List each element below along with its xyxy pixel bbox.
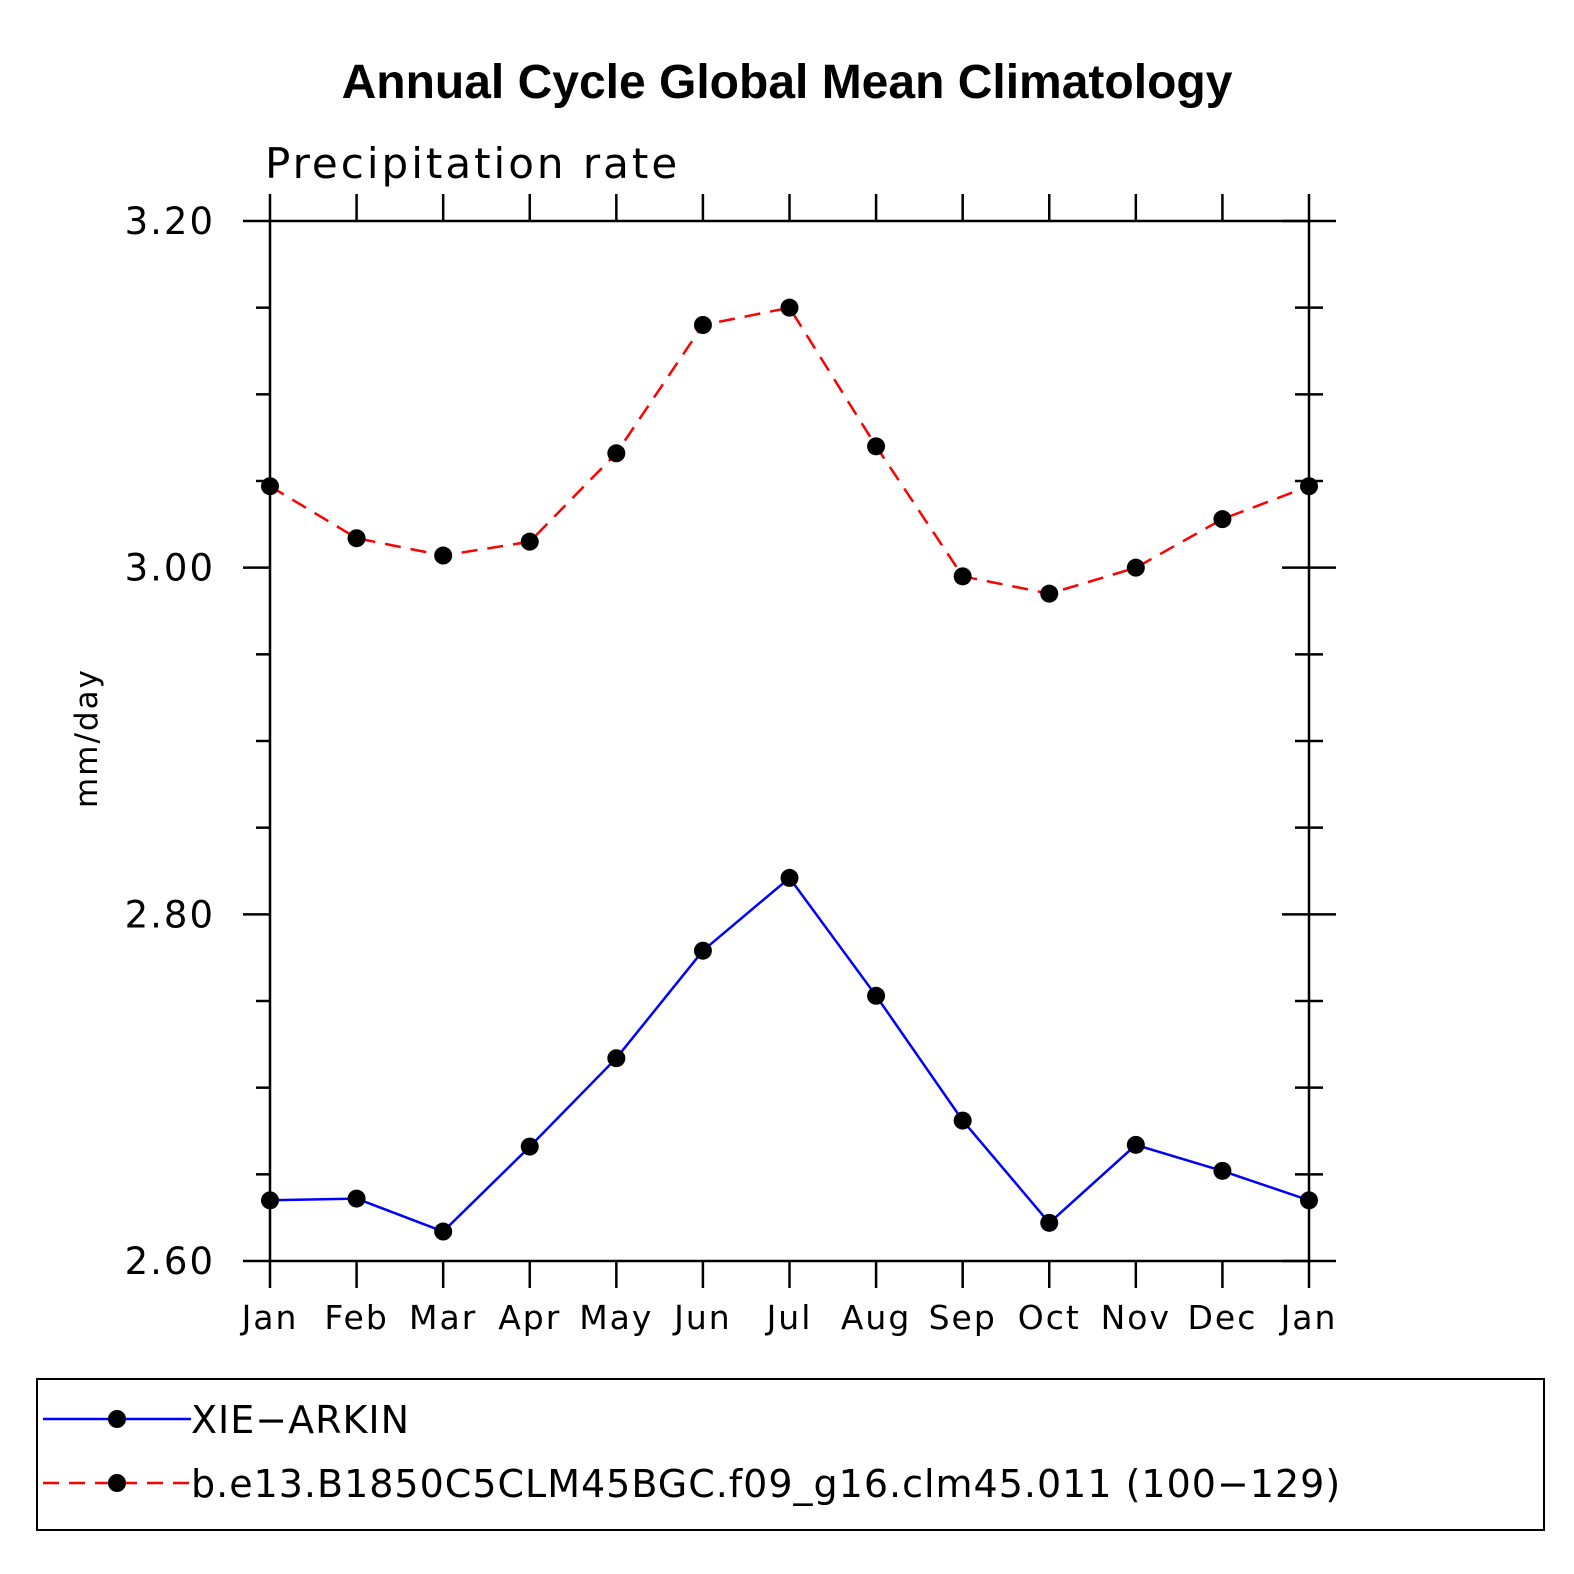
- x-tick-label: Jul: [765, 1298, 813, 1337]
- x-tick-label: Mar: [409, 1298, 477, 1337]
- legend-label-1: b.e13.B1850C5CLM45BGC.f09_g16.clm45.011 …: [191, 1462, 1341, 1506]
- series-line-0: [269, 876, 1310, 1233]
- chart-title: Annual Cycle Global Mean Climatology: [342, 56, 1233, 109]
- x-tick-label: Apr: [498, 1298, 561, 1337]
- series-0-point: [1126, 1135, 1145, 1154]
- series-1-point: [953, 567, 972, 586]
- series-1-point: [1126, 558, 1145, 577]
- series-0-point: [347, 1189, 366, 1208]
- series-1-point: [434, 546, 453, 565]
- y-axis-label: mm/day: [69, 668, 105, 808]
- series-1-point: [1300, 477, 1318, 496]
- series-0-point: [1213, 1161, 1232, 1180]
- series-0-point: [520, 1137, 539, 1156]
- series-1-point: [780, 298, 799, 317]
- y-tick-label: 3.00: [125, 547, 215, 590]
- y-tick-label: 2.60: [125, 1240, 215, 1283]
- legend-label-0: XIE−ARKIN: [191, 1398, 410, 1442]
- x-tick-label: Oct: [1018, 1298, 1081, 1337]
- series-line-1: [269, 306, 1310, 595]
- series-0-point: [1300, 1191, 1318, 1210]
- series-1-point: [867, 437, 886, 456]
- series-layer: [261, 298, 1318, 1241]
- x-tick-label: Dec: [1187, 1298, 1257, 1337]
- legend-marker-1: [108, 1474, 126, 1492]
- series-0-point: [607, 1049, 626, 1068]
- x-tick-label: May: [579, 1298, 653, 1337]
- x-tick-label: Jan: [240, 1298, 299, 1337]
- series-0-point: [953, 1111, 972, 1130]
- y-tick-label: 2.80: [125, 893, 215, 936]
- series-1-point: [1040, 584, 1059, 603]
- x-tick-label: Jan: [1279, 1298, 1338, 1337]
- x-tick-label: Nov: [1101, 1298, 1171, 1337]
- series-1-point: [693, 316, 712, 334]
- plot-frame: [268, 219, 1311, 1263]
- legend-box: [36, 1378, 1545, 1531]
- x-tick-label: Feb: [324, 1298, 388, 1337]
- axes: 2.60 2.80 3.00 3.20 Jan Feb Mar Apr May Jun Jul Aug…: [125, 194, 1338, 1337]
- x-tick-label: Aug: [841, 1298, 911, 1337]
- series-0-point: [780, 868, 799, 887]
- chart-subtitle: Precipitation rate: [265, 139, 680, 188]
- series-1-point: [1213, 510, 1232, 529]
- series-1-point: [520, 532, 539, 551]
- x-tick-label: Jun: [672, 1298, 732, 1337]
- series-1-point: [607, 444, 626, 463]
- legend-marker-0: [108, 1410, 126, 1428]
- series-0-point: [1040, 1213, 1059, 1232]
- series-1-point: [261, 477, 279, 496]
- series-0-point: [434, 1222, 453, 1241]
- legend: XIE−ARKIN b.e13.B1850C5CLM45BGC.f09_g16.…: [36, 1378, 1545, 1531]
- series-0-point: [693, 941, 712, 960]
- series-0-point: [867, 986, 886, 1005]
- legend-entry-0: XIE−ARKIN: [43, 1398, 410, 1442]
- legend-entry-1: b.e13.B1850C5CLM45BGC.f09_g16.clm45.011 …: [43, 1462, 1341, 1506]
- series-0-point: [261, 1191, 279, 1210]
- series-1-point: [347, 529, 366, 548]
- y-tick-label: 3.20: [125, 200, 215, 243]
- x-tick-label: Sep: [929, 1298, 997, 1337]
